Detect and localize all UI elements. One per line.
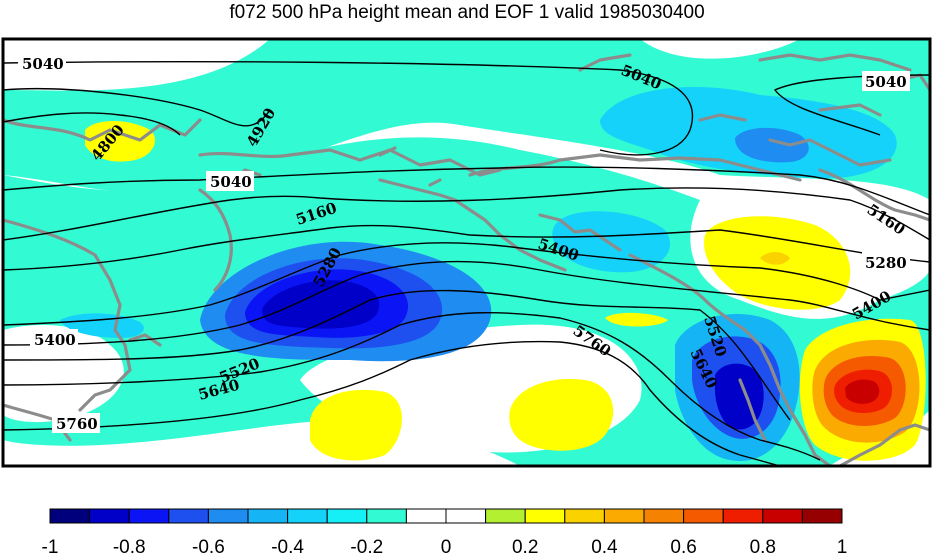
colorbar-swatch <box>564 508 605 524</box>
colorbar-swatch <box>722 508 764 524</box>
colorbar-tick-label: -1 <box>42 537 59 558</box>
colorbar-swatch <box>445 508 487 524</box>
colorbar-swatch <box>801 508 843 524</box>
eof-lightblue-west <box>60 313 144 338</box>
eof-yellow-mid <box>605 312 668 327</box>
coastline-alaska <box>468 153 802 252</box>
eof-yellow-s <box>509 379 614 451</box>
colorbar-swatch <box>366 508 407 524</box>
colorbar-swatch <box>49 508 91 524</box>
eof-darkred-se <box>845 379 880 404</box>
coastline-arctic-islands <box>578 53 912 167</box>
colorbar-swatch <box>287 508 328 524</box>
colorbar-swatch <box>326 508 368 524</box>
map-area: 5040 4800 4920 5040 5040 5040 5160 5280 … <box>3 39 930 466</box>
contour-4800 <box>3 112 181 136</box>
coastline-aleutians <box>378 146 567 272</box>
contour-5040-north <box>3 60 694 156</box>
contour-label-5040-ne: 5040 <box>865 73 907 91</box>
colorbar-tick-label: -0.6 <box>192 537 225 558</box>
eof-lightblue-mid <box>552 211 671 273</box>
contour-label-5400-w: 5400 <box>34 331 76 349</box>
label-bg <box>18 53 66 73</box>
contour-5280 <box>3 224 930 271</box>
coastline-asia-north <box>3 118 502 177</box>
map-title: f072 500 hPa height mean and EOF 1 valid… <box>229 2 705 23</box>
colorbar-swatch <box>643 508 685 524</box>
colorbar-swatch <box>762 508 803 524</box>
eof-shading <box>3 39 930 466</box>
colorbar-swatch <box>603 508 645 524</box>
contour-5760 <box>3 340 781 466</box>
contour-label-5760-w: 5760 <box>56 415 98 433</box>
coastline-north-america-south <box>738 378 930 466</box>
label-bg <box>206 171 254 191</box>
contour-4920 <box>3 88 271 127</box>
label-bg <box>862 71 910 91</box>
coastline-north-america-west <box>628 253 832 466</box>
eof-blue-l4 <box>262 280 380 329</box>
label-bg <box>30 329 78 349</box>
colorbar-swatch <box>168 508 209 524</box>
eof-yellow-sc <box>310 389 402 461</box>
height-contours <box>3 60 930 466</box>
contour-label-5040-w: 5040 <box>210 173 252 191</box>
colorbar-tick-label: 1 <box>837 537 848 558</box>
label-bg <box>52 413 100 433</box>
colorbar-tick-label: 0.4 <box>591 537 618 558</box>
colorbar-tick-label: -0.8 <box>113 537 146 558</box>
contour-5400 <box>3 241 930 326</box>
colorbar-tick-label: 0.6 <box>670 537 696 558</box>
colorbar-tick-label: -0.2 <box>350 537 383 558</box>
colorbar-swatch <box>89 508 130 524</box>
contour-5400-b <box>3 260 930 346</box>
colorbar-swatch <box>247 508 289 524</box>
eof-blue-east <box>735 127 809 163</box>
colorbar-tick-label: 0 <box>441 537 452 558</box>
colorbar-tick-label: 0.2 <box>512 537 538 558</box>
colorbar-swatch <box>128 508 170 524</box>
colorbar-swatch <box>405 508 447 524</box>
colorbar-tick-label: 0.8 <box>750 537 776 558</box>
contour-5640 <box>3 312 821 461</box>
contour-5040-west <box>3 166 930 216</box>
colorbar: -1 -0.8 -0.6 -0.4 -0.2 0 0.2 0.4 0.6 0.8 1 <box>42 508 848 558</box>
colorbar-swatch <box>683 508 724 524</box>
coastlines <box>3 53 930 466</box>
colorbar-swatch <box>485 508 526 524</box>
contour-label-5280-e: 5280 <box>865 254 907 272</box>
colorbar-swatch <box>524 508 566 524</box>
label-bg <box>862 252 910 272</box>
contour-5160 <box>3 187 930 241</box>
eof-orange-e <box>760 252 790 265</box>
colorbar-tick-label: -0.4 <box>271 537 304 558</box>
eof-yellow-nw <box>85 121 155 162</box>
map-frame <box>1 37 932 468</box>
colorbar-swatch <box>207 508 249 524</box>
contour-label-5040-nw: 5040 <box>22 55 64 73</box>
contour-5520-west <box>3 289 791 421</box>
